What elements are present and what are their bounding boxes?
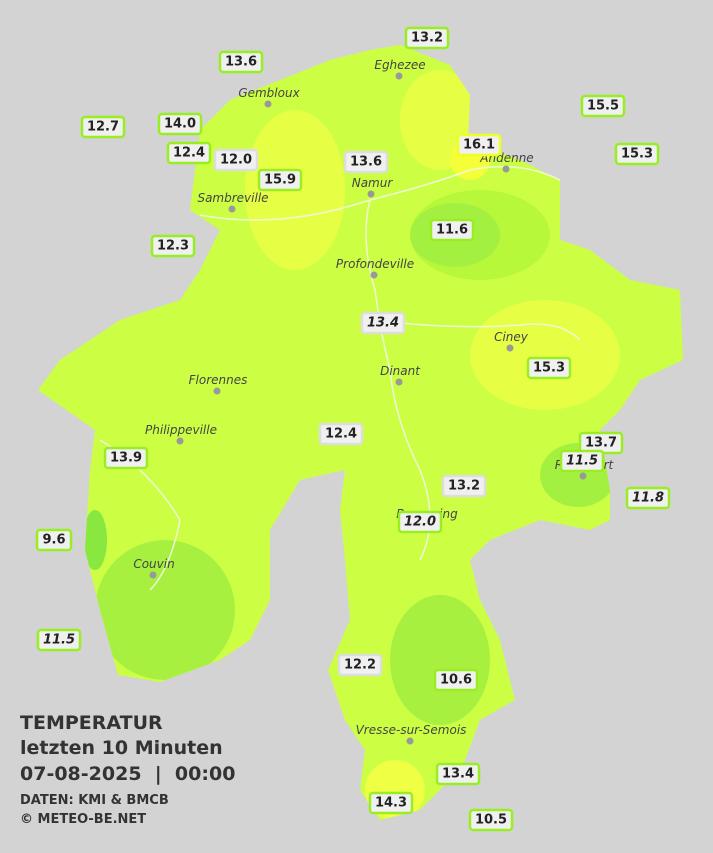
place-name: Philippeville: [145, 423, 217, 437]
reading-box: [614, 142, 660, 166]
reading-box: [360, 311, 406, 335]
place-dot: [395, 378, 403, 386]
reading-box: [433, 668, 479, 692]
place-dot: [370, 271, 378, 279]
reading-box: [80, 115, 126, 139]
reading-box: [397, 510, 443, 534]
place-name: Eghezee: [374, 58, 425, 72]
reading: 12.3: [157, 239, 189, 254]
reading: 13.4: [367, 316, 399, 331]
reading: 13.4: [442, 767, 474, 782]
reading: 13.7: [585, 436, 617, 451]
reading-box: [580, 94, 626, 118]
reading-box: [157, 112, 203, 136]
place-name: Profondeville: [336, 257, 414, 271]
place-name: Dinant: [380, 364, 421, 378]
place-name: Gembloux: [238, 86, 300, 100]
reading: 13.2: [411, 31, 443, 46]
reading-box: [559, 449, 605, 473]
place-name: Namur: [352, 176, 394, 190]
reading: 13.6: [350, 155, 382, 170]
place-dot: [149, 571, 157, 579]
reading-box: [456, 133, 502, 157]
place-dot: [176, 437, 184, 445]
reading-box: [625, 486, 671, 510]
reading: 12.7: [87, 120, 119, 135]
reading-box: [468, 808, 514, 832]
reading: 16.1: [463, 138, 495, 153]
reading-box: [435, 762, 481, 786]
place-name: Ciney: [494, 330, 529, 344]
place-dot: [213, 387, 221, 395]
reading-box: [337, 653, 383, 677]
reading: 12.0: [220, 153, 252, 168]
reading-box: [257, 168, 303, 192]
reading: 14.3: [375, 796, 407, 811]
reading-box: [150, 234, 196, 258]
reading: 14.0: [164, 117, 196, 132]
subtitle: letzten 10 Minuten: [20, 737, 223, 759]
copyright: © METEO-BE.NET: [20, 812, 146, 827]
reading: 12.4: [173, 146, 205, 161]
reading: 13.6: [225, 55, 257, 70]
reading: 10.6: [440, 673, 472, 688]
place-dot: [395, 72, 403, 80]
reading-box: [343, 150, 389, 174]
date: 07-08-2025 | 00:00: [20, 763, 235, 785]
place-dot: [502, 165, 510, 173]
place-dot: [579, 472, 587, 480]
place-name: Couvin: [133, 557, 174, 571]
reading: 12.2: [344, 658, 376, 673]
reading: 15.3: [533, 361, 565, 376]
reading-box: [526, 356, 572, 380]
reading: 11.6: [436, 223, 468, 238]
reading: 12.4: [325, 427, 357, 442]
reading-box: [166, 141, 212, 165]
title: TEMPERATUR: [20, 712, 163, 734]
reading-box: [441, 474, 487, 498]
reading: 11.5: [43, 633, 75, 648]
reading-box: [103, 446, 149, 470]
place-dot: [264, 100, 272, 108]
place-dot: [367, 190, 375, 198]
place-name: Sambreville: [197, 191, 268, 205]
reading-box: [36, 628, 82, 652]
reading: 11.5: [566, 454, 598, 469]
reading-box: [429, 218, 475, 242]
reading: 12.0: [404, 515, 436, 530]
reading: 10.5: [475, 813, 507, 828]
reading: 13.2: [448, 479, 480, 494]
reading: 13.9: [110, 451, 142, 466]
source: DATEN: KMI & BMCB: [20, 793, 169, 808]
reading: 15.5: [587, 99, 619, 114]
reading-box: [404, 26, 450, 50]
reading: 11.8: [632, 491, 664, 506]
reading-box: [35, 528, 73, 552]
reading-box: [318, 422, 364, 446]
place-name: Vresse-sur-Semois: [356, 723, 467, 737]
reading-box: [368, 791, 414, 815]
place-dot: [406, 737, 414, 745]
reading: 15.9: [264, 173, 296, 188]
place-dot: [228, 205, 236, 213]
place-dot: [506, 344, 514, 352]
reading-box: [213, 148, 259, 172]
reading: 9.6: [42, 533, 65, 548]
reading: 15.3: [621, 147, 653, 162]
place-name: Florennes: [189, 373, 248, 387]
reading-box: [218, 50, 264, 74]
